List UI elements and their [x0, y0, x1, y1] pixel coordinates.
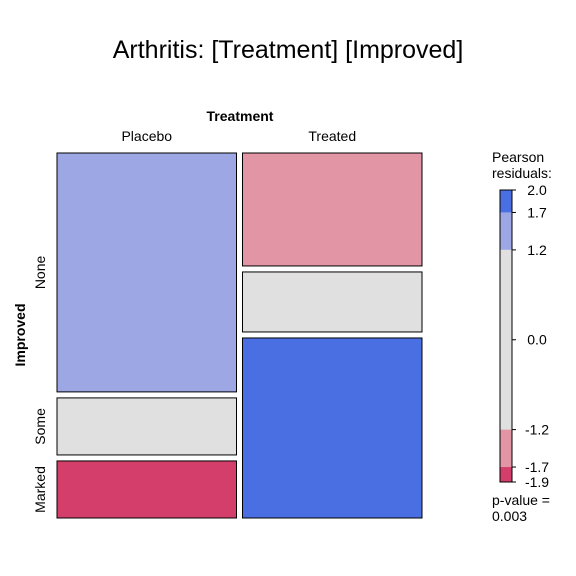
- column-variable-label: Treatment: [207, 108, 274, 124]
- legend-band: [500, 190, 512, 213]
- mosaic-tile: [56, 152, 237, 393]
- legend-ticks: 2.0 1.7 1.2 0.0 -1.2 -1.7-1.9: [512, 182, 549, 490]
- mosaic-tile: [242, 271, 423, 333]
- column-level-labels: Placebo Treated: [121, 128, 356, 144]
- mosaic-tile: [56, 460, 237, 519]
- row-level-label: Some: [32, 408, 48, 445]
- mosaic-tile: [56, 397, 237, 456]
- legend-band: [500, 467, 512, 482]
- p-value-number: 0.003: [492, 508, 527, 524]
- mosaic-tiles: [56, 152, 423, 519]
- legend-bar-frame: [499, 189, 513, 483]
- legend-tick-label: 1.2: [527, 242, 547, 258]
- legend-tick-label: -1.2: [525, 422, 549, 438]
- legend-band: [500, 212, 512, 250]
- mosaic-tile: [242, 337, 423, 519]
- row-level-labels: None Some Marked: [32, 256, 48, 513]
- legend-title-line1: Pearson: [492, 149, 544, 165]
- legend-tick-label: 2.0: [527, 182, 547, 198]
- legend-tick-label: -1.7: [525, 459, 549, 475]
- row-level-label: Marked: [32, 466, 48, 513]
- residual-legend: Pearson residuals: 2.0 1.7 1.2 0.0 -1.2 -1.7-…: [492, 149, 552, 524]
- p-value-label: p-value =: [492, 492, 550, 508]
- row-variable-label: Improved: [12, 303, 28, 366]
- legend-color-bands: [499, 189, 513, 483]
- row-level-label: None: [32, 256, 48, 290]
- column-level-label: Placebo: [121, 128, 172, 144]
- legend-tick-label: 1.7: [527, 204, 547, 220]
- column-level-label: Treated: [308, 128, 356, 144]
- chart-title: Arthritis: [Treatment] [Improved]: [113, 36, 464, 64]
- legend-band: [500, 249, 512, 430]
- mosaic-tile: [242, 152, 423, 267]
- legend-band: [500, 429, 512, 468]
- legend-tick-label: -1.9: [525, 474, 549, 490]
- legend-tick-label: 0.0: [527, 332, 547, 348]
- legend-title-line2: residuals:: [492, 165, 552, 181]
